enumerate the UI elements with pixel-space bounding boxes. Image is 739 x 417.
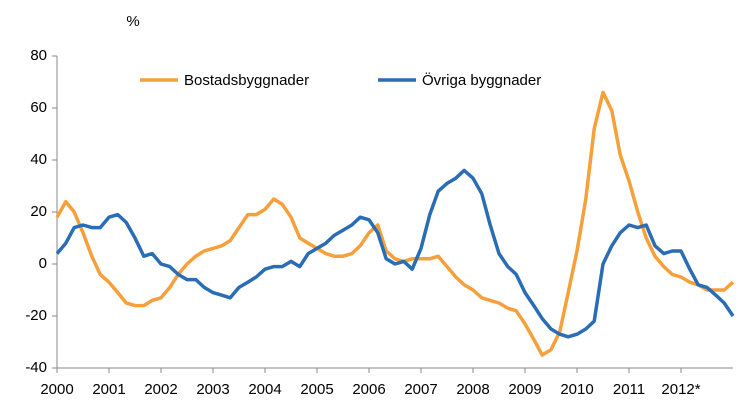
x-tick-label: 2010	[560, 381, 593, 398]
line-series	[55, 168, 735, 339]
x-tick-label: 2009	[508, 381, 541, 398]
y-tick-label: -20	[25, 307, 47, 324]
y-tick-label: -40	[25, 359, 47, 376]
y-tick-label: 40	[30, 151, 47, 168]
y-tick-label: 0	[39, 255, 47, 272]
x-tick-label: 2001	[92, 381, 125, 398]
x-tick-label: 2002	[144, 381, 177, 398]
x-tick-label: 2006	[352, 381, 385, 398]
x-tick-label: 2011	[613, 381, 645, 398]
x-tick-label: 2008	[456, 381, 489, 398]
x-tick-label: 2012*	[661, 381, 700, 398]
line-series	[55, 90, 735, 357]
x-tick-label: 2005	[300, 381, 333, 398]
x-tick-label: 2000	[40, 381, 73, 398]
y-tick-label: 80	[30, 47, 47, 64]
y-tick-label: 20	[30, 203, 47, 220]
x-tick-label: 2004	[248, 381, 281, 398]
x-tick-label: 2007	[404, 381, 437, 398]
legend-label: Övriga byggnader	[422, 71, 541, 89]
x-tick-label: 2003	[196, 381, 229, 398]
legend-label: Bostadsbyggnader	[184, 72, 309, 89]
y-axis-label: %	[126, 13, 139, 30]
y-tick-label: 60	[30, 99, 47, 116]
